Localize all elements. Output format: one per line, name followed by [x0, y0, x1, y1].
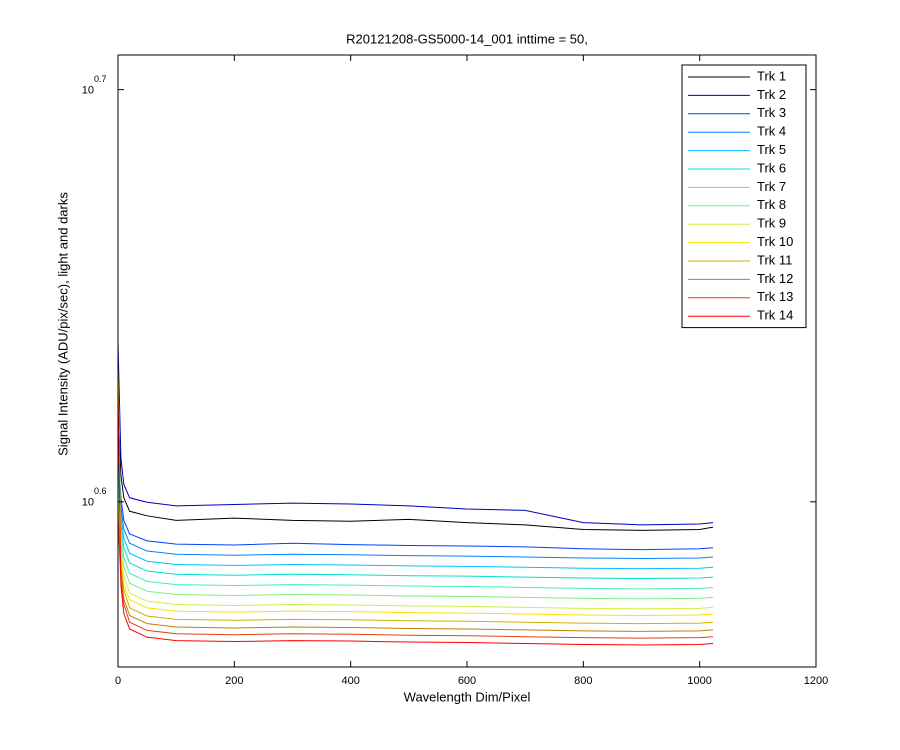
legend-label: Trk 1 [757, 68, 786, 83]
series-line [117, 493, 714, 600]
series-line [117, 343, 714, 526]
x-tick-label: 1000 [687, 675, 711, 687]
series-line [117, 484, 714, 590]
x-tick-label: 0 [115, 675, 121, 687]
x-tick-label: 800 [574, 675, 592, 687]
series-line [117, 515, 714, 632]
y-tick-label: 10 [82, 497, 94, 509]
legend-label: Trk 2 [757, 87, 786, 102]
series-line [117, 466, 714, 570]
series-line [117, 475, 714, 580]
series-line [117, 502, 714, 610]
legend-label: Trk 12 [757, 271, 793, 286]
x-tick-label: 600 [458, 675, 476, 687]
y-tick-exponent: 0.7 [94, 74, 107, 84]
legend-label: Trk 4 [757, 124, 786, 139]
series-line [117, 363, 714, 616]
x-tick-label: 200 [225, 675, 243, 687]
legend-label: Trk 9 [757, 216, 786, 231]
legend-box [681, 64, 807, 329]
y-tick-exponent: 0.6 [94, 486, 107, 496]
legend-label: Trk 3 [757, 105, 786, 120]
series-line [117, 384, 714, 646]
series-line [117, 405, 714, 531]
plot-area [117, 343, 714, 646]
legend-label: Trk 7 [757, 179, 786, 194]
x-tick-label: 400 [341, 675, 359, 687]
x-tick-label: 1200 [804, 675, 828, 687]
legend-label: Trk 8 [757, 197, 786, 212]
x-axis-label: Wavelength Dim/Pixel [404, 689, 531, 704]
series-line [117, 511, 714, 625]
series-line [117, 449, 714, 551]
legend: Trk 1 Trk 2 Trk 3 Trk 4 Trk 5 Trk 6 Trk 7 Trk 8… [681, 64, 807, 329]
legend-label: Trk 10 [757, 234, 793, 249]
legend-label: Trk 6 [757, 160, 786, 175]
legend-label: Trk 14 [757, 308, 793, 323]
chart-title: R20121208-GS5000-14_001 inttime = 50, [346, 31, 588, 46]
legend-label: Trk 11 [757, 252, 792, 267]
series-line [117, 520, 714, 639]
series-line [117, 457, 714, 559]
y-tick-label: 10 [82, 85, 94, 97]
legend-label: Trk 5 [757, 142, 786, 157]
legend-label: Trk 13 [757, 289, 793, 304]
y-axis-label: Signal Intensity (ADU/pix/sec), light an… [55, 192, 70, 456]
